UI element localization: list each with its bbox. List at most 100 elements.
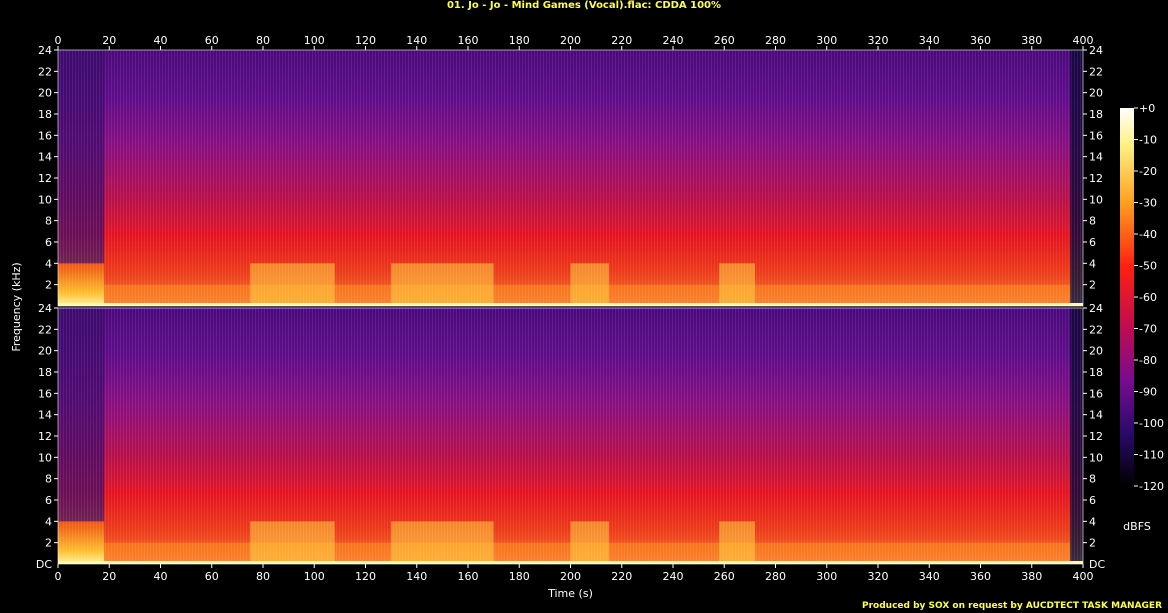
- y-tick-label: 6: [1089, 494, 1096, 507]
- x-tick-label-bottom: 160: [458, 570, 479, 583]
- y-tick-label: 24: [38, 44, 52, 57]
- colorbar-tick-label: -120: [1139, 480, 1164, 493]
- y-tick-label: 18: [38, 108, 52, 121]
- colorbar-tick-label: +0: [1139, 102, 1155, 115]
- x-tick-label-top: 160: [458, 34, 479, 47]
- x-tick-label-top: 120: [355, 34, 376, 47]
- x-tick-label-bottom: 360: [970, 570, 991, 583]
- y-tick-label: 14: [38, 151, 52, 164]
- x-tick-label-bottom: 380: [1021, 570, 1042, 583]
- colorbar-tick-label: -60: [1139, 291, 1157, 304]
- y-tick-label: 14: [38, 409, 52, 422]
- x-tick-label-bottom: 40: [154, 570, 168, 583]
- x-tick-label-bottom: 340: [919, 570, 940, 583]
- x-tick-label-bottom: 100: [304, 570, 325, 583]
- x-tick-label-top: 0: [55, 34, 62, 47]
- x-tick-label-top: 320: [868, 34, 889, 47]
- x-tick-label-top: 20: [102, 34, 116, 47]
- colorbar-tick-label: -40: [1139, 228, 1157, 241]
- colorbar-tick-label: -70: [1139, 323, 1157, 336]
- transient-texture: [58, 308, 1083, 564]
- x-tick-label-top: 300: [816, 34, 837, 47]
- colorbar-tick-label: -30: [1139, 197, 1157, 210]
- colorbar-tick-label: -10: [1139, 134, 1157, 147]
- y-tick-label: 22: [38, 323, 52, 336]
- y-tick-label: 8: [1089, 215, 1096, 228]
- x-tick-label-top: 220: [611, 34, 632, 47]
- y-axis-label: Frequency (kHz): [10, 262, 23, 351]
- y-tick-label: 8: [45, 473, 52, 486]
- dc-label: DC: [1089, 558, 1105, 571]
- y-tick-label: 24: [38, 302, 52, 315]
- x-tick-label-bottom: 260: [714, 570, 735, 583]
- x-tick-label-bottom: 220: [611, 570, 632, 583]
- x-axis-label: Time (s): [547, 587, 593, 600]
- y-tick-label: 6: [45, 494, 52, 507]
- x-tick-label-bottom: 140: [406, 570, 427, 583]
- x-tick-label-bottom: 200: [560, 570, 581, 583]
- x-tick-label-top: 280: [765, 34, 786, 47]
- colorbar-tick-label: -110: [1139, 449, 1164, 462]
- dc-label: DC: [36, 558, 52, 571]
- x-tick-label-top: 80: [256, 34, 270, 47]
- y-tick-label: 14: [1089, 151, 1103, 164]
- y-tick-label: 20: [38, 345, 52, 358]
- transient-texture: [58, 50, 1083, 306]
- x-tick-label-bottom: 280: [765, 570, 786, 583]
- x-tick-label-top: 360: [970, 34, 991, 47]
- y-tick-label: 10: [38, 451, 52, 464]
- colorbar-tick-label: -80: [1139, 354, 1157, 367]
- x-tick-label-bottom: 180: [509, 570, 530, 583]
- x-tick-label-bottom: 320: [868, 570, 889, 583]
- dc-line: [58, 303, 1083, 306]
- x-tick-label-top: 340: [919, 34, 940, 47]
- x-tick-label-top: 260: [714, 34, 735, 47]
- y-tick-label: 4: [1089, 515, 1096, 528]
- chart-title: 01. Jo - Jo - Mind Games (Vocal).flac: C…: [446, 0, 722, 11]
- x-tick-label-bottom: 80: [256, 570, 270, 583]
- colorbar-tick-label: -90: [1139, 386, 1157, 399]
- x-tick-label-bottom: 60: [205, 570, 219, 583]
- x-tick-label-bottom: 0: [55, 570, 62, 583]
- y-tick-label: 20: [38, 87, 52, 100]
- y-tick-label: 2: [45, 537, 52, 550]
- y-tick-label: 2: [45, 279, 52, 292]
- y-tick-label: 2: [1089, 279, 1096, 292]
- x-tick-label-top: 100: [304, 34, 325, 47]
- y-tick-label: 22: [1089, 65, 1103, 78]
- x-tick-label-top: 380: [1021, 34, 1042, 47]
- y-tick-label: 8: [45, 215, 52, 228]
- y-tick-label: 22: [38, 65, 52, 78]
- x-tick-label-top: 180: [509, 34, 530, 47]
- x-tick-label-bottom: 20: [102, 570, 116, 583]
- y-tick-label: 16: [38, 387, 52, 400]
- colorbar-tick-label: -50: [1139, 260, 1157, 273]
- y-tick-label: 10: [38, 193, 52, 206]
- x-tick-label-top: 40: [154, 34, 168, 47]
- y-tick-label: 4: [45, 515, 52, 528]
- y-tick-label: 20: [1089, 345, 1103, 358]
- y-tick-label: 10: [1089, 451, 1103, 464]
- x-tick-label-top: 200: [560, 34, 581, 47]
- x-tick-label-bottom: 300: [816, 570, 837, 583]
- y-tick-label: 18: [38, 366, 52, 379]
- y-tick-label: 6: [45, 236, 52, 249]
- x-tick-label-bottom: 240: [663, 570, 684, 583]
- y-tick-label: 2: [1089, 537, 1096, 550]
- y-tick-label: 4: [45, 257, 52, 270]
- colorbar-tick-label: -20: [1139, 165, 1157, 178]
- colorbar-label: dBFS: [1123, 520, 1151, 533]
- y-tick-label: 20: [1089, 87, 1103, 100]
- y-tick-label: 12: [38, 172, 52, 185]
- y-tick-label: 12: [38, 430, 52, 443]
- y-tick-label: 12: [1089, 430, 1103, 443]
- y-tick-label: 22: [1089, 323, 1103, 336]
- dc-line: [58, 561, 1083, 564]
- y-tick-label: 16: [1089, 129, 1103, 142]
- x-tick-label-top: 400: [1073, 34, 1094, 47]
- colorbar-tick-label: -100: [1139, 417, 1164, 430]
- y-tick-label: 16: [1089, 387, 1103, 400]
- colorbar: [1120, 108, 1134, 486]
- y-tick-label: 10: [1089, 193, 1103, 206]
